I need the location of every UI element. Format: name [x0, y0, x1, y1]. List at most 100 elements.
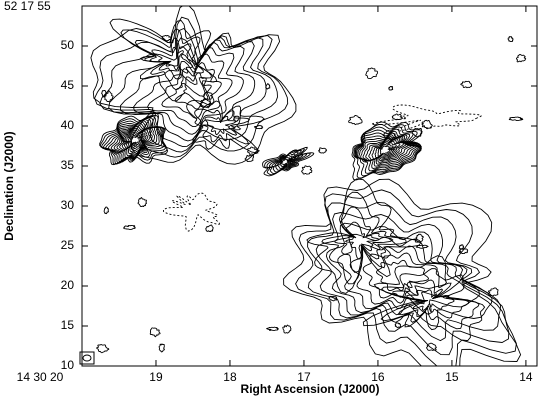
contour	[508, 116, 524, 122]
contour	[124, 131, 145, 149]
contour	[362, 252, 448, 299]
beam	[82, 354, 92, 362]
contour	[96, 344, 110, 354]
y-tick-label: 20	[61, 278, 75, 292]
contour	[318, 147, 328, 154]
contour	[274, 154, 297, 169]
plot-frame	[81, 5, 538, 367]
contour	[199, 98, 211, 109]
contour	[233, 115, 240, 123]
contour	[129, 136, 141, 144]
contour	[460, 80, 473, 89]
contour	[353, 123, 422, 179]
contour	[348, 115, 363, 126]
x-tick-label: 14	[519, 370, 533, 384]
contour	[516, 54, 527, 63]
contour	[487, 287, 499, 297]
y-tick-label: 25	[61, 238, 75, 252]
contour	[351, 121, 423, 181]
x-tick-label: 18	[223, 370, 237, 384]
y-tick-label: 15	[61, 318, 75, 332]
contour	[394, 322, 402, 329]
y-tick-label: 50	[61, 38, 75, 52]
y-tick-label: 30	[61, 198, 75, 212]
contour	[365, 67, 378, 80]
contour	[411, 127, 423, 138]
contour	[337, 233, 480, 315]
y-tick-label: 45	[61, 78, 75, 92]
contour	[368, 139, 405, 161]
contour	[103, 206, 109, 215]
contour	[253, 125, 264, 130]
y-tick-label: 35	[61, 158, 75, 172]
contour	[104, 90, 114, 103]
contour	[149, 327, 161, 338]
contour	[147, 53, 233, 128]
contour	[344, 221, 380, 260]
contour	[334, 206, 394, 274]
contour	[421, 119, 433, 129]
contour	[244, 154, 255, 163]
contour	[282, 324, 292, 334]
contour	[163, 192, 220, 232]
contour	[194, 108, 251, 145]
contour	[321, 191, 407, 285]
contour	[307, 201, 510, 356]
contour	[271, 153, 300, 171]
x-tick-label: 17	[297, 370, 311, 384]
contour-map	[90, 6, 527, 366]
contour	[161, 34, 172, 42]
contour	[358, 134, 418, 167]
contour	[365, 138, 408, 162]
contour	[265, 83, 271, 90]
contour	[507, 36, 514, 43]
contour	[247, 146, 260, 155]
y-tick-label: 40	[61, 118, 75, 132]
x-axis-label: Right Ascension (J2000)	[241, 382, 380, 396]
contour	[123, 224, 136, 230]
contour	[202, 91, 214, 100]
x-tick-label: 16	[371, 370, 385, 384]
contour	[266, 149, 308, 174]
contour	[205, 224, 214, 232]
contour	[406, 289, 455, 311]
contour	[120, 42, 256, 142]
contour	[174, 72, 212, 110]
y-axis-label: Declination (J2000)	[2, 131, 16, 240]
contour	[426, 342, 437, 351]
contour	[360, 135, 415, 165]
contour	[391, 113, 404, 120]
contour	[328, 295, 338, 302]
contour	[458, 248, 469, 255]
contour	[382, 130, 397, 141]
contour	[158, 343, 165, 353]
contour	[374, 142, 397, 158]
contour	[126, 133, 144, 147]
contour	[268, 151, 304, 173]
contour	[377, 143, 394, 157]
contour	[379, 145, 391, 155]
y-tick-label: 52 17 55	[4, 0, 51, 13]
contour	[414, 233, 424, 243]
contour	[101, 89, 107, 98]
contour	[315, 212, 502, 342]
contour	[204, 115, 238, 136]
contour	[371, 140, 401, 160]
contour	[325, 222, 493, 327]
contour	[295, 189, 517, 366]
contour	[388, 85, 394, 91]
contour	[458, 244, 465, 250]
contour	[186, 99, 265, 154]
contour	[127, 134, 142, 146]
contour	[279, 158, 291, 166]
contour	[362, 136, 412, 163]
contour	[137, 197, 147, 208]
x-tick-label: 19	[149, 370, 163, 384]
contour	[306, 178, 422, 294]
y-tick-label: 10	[61, 358, 75, 372]
contour	[415, 244, 429, 249]
contour	[283, 178, 522, 366]
x-tick-label: 14 30 20	[17, 370, 64, 384]
